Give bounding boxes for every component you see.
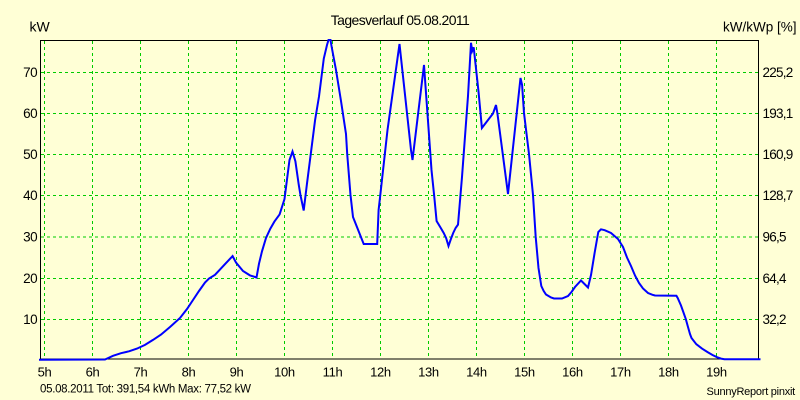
svg-text:225,2: 225,2 bbox=[763, 65, 793, 80]
svg-text:14h: 14h bbox=[466, 365, 487, 380]
svg-text:60: 60 bbox=[23, 106, 37, 121]
svg-text:193,1: 193,1 bbox=[763, 106, 793, 121]
svg-text:30: 30 bbox=[23, 229, 37, 244]
svg-text:64,4: 64,4 bbox=[763, 271, 788, 286]
svg-text:20: 20 bbox=[23, 271, 37, 286]
svg-text:5h: 5h bbox=[38, 365, 52, 380]
svg-text:17h: 17h bbox=[610, 365, 631, 380]
svg-text:70: 70 bbox=[23, 65, 37, 80]
svg-text:10: 10 bbox=[23, 312, 37, 327]
svg-text:13h: 13h bbox=[418, 365, 439, 380]
svg-text:11h: 11h bbox=[323, 365, 343, 380]
svg-text:9h: 9h bbox=[230, 365, 244, 380]
svg-text:50: 50 bbox=[23, 147, 37, 162]
svg-text:05.08.2011 Tot: 391,54 kWh Max: 05.08.2011 Tot: 391,54 kWh Max: 77,52 kW bbox=[40, 384, 251, 396]
svg-text:12h: 12h bbox=[370, 365, 391, 380]
svg-text:10h: 10h bbox=[274, 365, 295, 380]
svg-text:16h: 16h bbox=[562, 365, 583, 380]
svg-text:32,2: 32,2 bbox=[763, 312, 787, 327]
svg-text:6h: 6h bbox=[86, 365, 100, 380]
svg-text:18h: 18h bbox=[658, 365, 679, 380]
svg-text:128,7: 128,7 bbox=[763, 188, 793, 203]
svg-text:15h: 15h bbox=[514, 365, 535, 380]
svg-text:kW: kW bbox=[30, 19, 51, 35]
svg-text:kW/kWp [%]: kW/kWp [%] bbox=[723, 20, 797, 35]
svg-text:SunnyReport pinxit: SunnyReport pinxit bbox=[707, 386, 796, 398]
svg-text:160,9: 160,9 bbox=[763, 147, 793, 162]
svg-text:8h: 8h bbox=[182, 365, 196, 380]
svg-text:7h: 7h bbox=[134, 365, 148, 380]
svg-text:Tagesverlauf 05.08.2011: Tagesverlauf 05.08.2011 bbox=[331, 12, 470, 28]
svg-text:19h: 19h bbox=[706, 365, 727, 380]
svg-text:40: 40 bbox=[23, 188, 37, 203]
svg-text:96,5: 96,5 bbox=[763, 229, 787, 244]
